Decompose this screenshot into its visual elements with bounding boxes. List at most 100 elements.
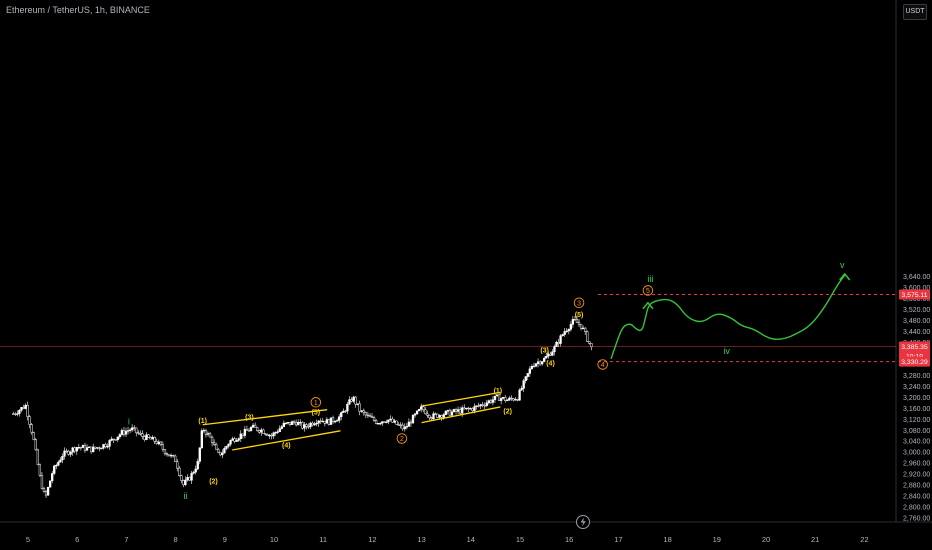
- y-tick-label: 3,520.00: [903, 307, 930, 314]
- wave-labels: (1)(2)(3)(4)(5)12(1)(2)(3)(4)(5)345iiiii…: [128, 260, 845, 501]
- candle-down: [372, 417, 376, 421]
- candle-up: [325, 419, 329, 424]
- candle-down: [331, 417, 335, 422]
- candle-down: [458, 409, 462, 414]
- candle-up: [225, 446, 228, 449]
- candle-down: [165, 453, 169, 455]
- candle-up: [221, 452, 224, 456]
- x-tick-label: 14: [467, 535, 475, 544]
- y-tick-label: 3,480.00: [903, 318, 930, 325]
- candle-up: [411, 414, 415, 424]
- candle-down: [471, 408, 474, 411]
- candle-up: [413, 413, 417, 416]
- candle-down: [409, 421, 413, 424]
- candle-up: [403, 426, 406, 430]
- candle-up: [342, 410, 345, 413]
- candle-down: [264, 433, 267, 435]
- y-tick-label: 3,560.00: [903, 296, 930, 303]
- candle-down: [401, 424, 404, 430]
- candle-down: [270, 434, 273, 437]
- candle-down: [354, 396, 357, 405]
- candle-up: [530, 366, 534, 370]
- wave-label: 2: [400, 436, 404, 443]
- candle-up: [415, 410, 419, 415]
- candle-up: [567, 329, 570, 332]
- candle-down: [122, 430, 126, 435]
- candle-up: [502, 397, 505, 399]
- y-tick-label: 3,200.00: [903, 395, 930, 402]
- candle-up: [487, 400, 490, 404]
- candle-up: [284, 422, 288, 424]
- candle-down: [430, 417, 433, 420]
- candle-down: [362, 410, 365, 413]
- candle-down: [327, 419, 331, 425]
- candle-down: [22, 407, 25, 409]
- candle-up: [491, 399, 495, 403]
- candle-down: [153, 436, 156, 442]
- candle-up: [360, 410, 363, 412]
- candle-down: [573, 319, 577, 321]
- candle-down: [319, 420, 322, 422]
- candle-up: [389, 418, 392, 421]
- candle-down: [176, 461, 179, 469]
- candle-up: [536, 361, 540, 364]
- y-tick-label: 3,120.00: [903, 417, 930, 424]
- candle-up: [57, 461, 60, 466]
- candle-down: [549, 353, 552, 356]
- price-badge: [899, 289, 930, 300]
- candle-up: [192, 471, 195, 474]
- wave-label-circle: [642, 285, 654, 296]
- candle-up: [278, 428, 281, 432]
- candle-up: [272, 432, 275, 437]
- x-tick-label: 5: [26, 535, 30, 544]
- price-badge-label: 3,575.11: [902, 292, 928, 299]
- x-tick-label: 8: [174, 535, 178, 544]
- candle-up: [555, 342, 558, 347]
- candle-down: [292, 421, 296, 423]
- candle-down: [256, 427, 259, 431]
- candle-up: [169, 454, 173, 457]
- candle-up: [194, 468, 197, 473]
- candle-up: [450, 411, 454, 416]
- candle-up: [518, 389, 521, 401]
- candle-down: [204, 429, 208, 435]
- candle-up: [475, 405, 478, 407]
- candle-up: [85, 447, 89, 451]
- candle-down: [510, 397, 513, 400]
- candle-up: [547, 353, 550, 357]
- candle-up: [420, 406, 423, 410]
- price-axis[interactable]: 2,760.00 2,800.00 2,840.00 2,880.00 2,920.00…: [903, 274, 930, 522]
- candle-down: [149, 437, 152, 440]
- candle-down: [26, 404, 29, 417]
- candle-up: [317, 420, 320, 424]
- candle-up: [200, 430, 203, 449]
- candle-down: [241, 433, 244, 436]
- candle-up: [553, 346, 556, 352]
- candle-up: [333, 420, 337, 423]
- candle-down: [395, 420, 398, 425]
- candle-up: [346, 403, 349, 412]
- candle-up: [352, 396, 355, 402]
- wave-label: 4: [601, 362, 605, 369]
- candle-down: [12, 413, 15, 415]
- candle-up: [465, 407, 468, 410]
- wave-label: i: [128, 417, 130, 427]
- candle-down: [217, 449, 220, 453]
- candle-up: [381, 421, 384, 424]
- candle-down: [288, 422, 292, 425]
- currency-unit-button[interactable]: USDT: [903, 4, 927, 20]
- wave-label: (5): [312, 410, 321, 417]
- y-tick-label: 2,760.00: [903, 516, 930, 523]
- candle-down: [368, 415, 372, 418]
- time-axis[interactable]: 5 6 7 8 9 10 11 12 13 14 15 16 17 18 19 20 21 22: [26, 535, 869, 544]
- replay-button[interactable]: [576, 515, 590, 529]
- candle-down: [139, 433, 142, 435]
- candle-up: [69, 451, 72, 455]
- candle-down: [301, 422, 304, 429]
- candle-down: [94, 446, 97, 449]
- candle-down: [467, 407, 470, 410]
- candle-down: [219, 451, 222, 456]
- x-tick-label: 16: [565, 535, 573, 544]
